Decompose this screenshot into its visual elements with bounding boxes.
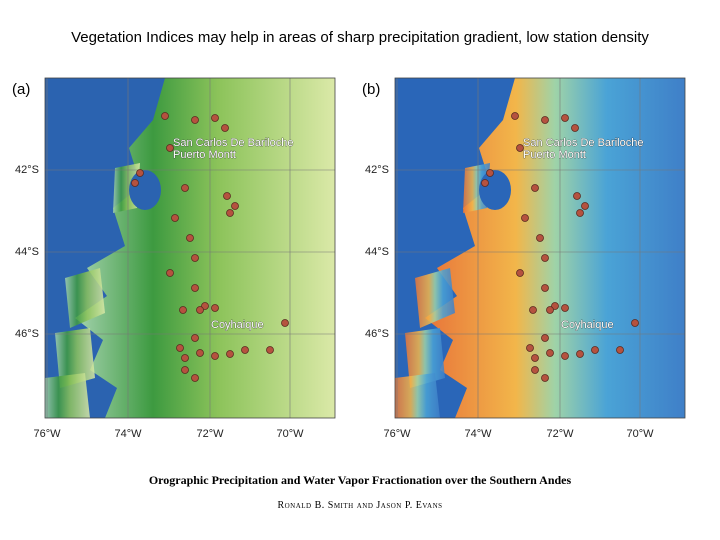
island — [415, 268, 455, 328]
place-name: Puerto Montt — [523, 149, 586, 161]
longitude-label: 72°W — [196, 428, 224, 440]
station — [541, 334, 549, 342]
panel-label: (b) — [362, 81, 380, 98]
station — [186, 234, 194, 242]
map-frame — [394, 77, 686, 419]
island — [65, 268, 105, 328]
station — [191, 334, 199, 342]
station — [166, 144, 174, 152]
station — [546, 349, 554, 357]
latitude-label: 42°S — [365, 164, 389, 176]
station — [211, 304, 219, 312]
latitude-label: 44°S — [365, 246, 389, 258]
latitude-label: 44°S — [15, 246, 39, 258]
station — [191, 374, 199, 382]
station — [536, 234, 544, 242]
place-name: Puerto Montt — [173, 149, 236, 161]
longitude-label: 74°W — [464, 428, 492, 440]
station — [529, 306, 537, 314]
place-name: San Carlos De Bariloche — [173, 137, 293, 149]
station — [211, 352, 219, 360]
place-name: Coyhaique — [561, 319, 614, 331]
station — [191, 116, 199, 124]
island — [395, 373, 440, 418]
station — [231, 202, 239, 210]
station — [571, 124, 579, 132]
station — [226, 350, 234, 358]
station — [191, 254, 199, 262]
station — [223, 192, 231, 200]
station — [171, 214, 179, 222]
station — [526, 344, 534, 352]
latitude-label: 46°S — [15, 328, 39, 340]
longitude-label: 72°W — [546, 428, 574, 440]
station — [131, 179, 139, 187]
station — [179, 306, 187, 314]
longitude-label: 76°W — [33, 428, 61, 440]
station — [136, 169, 144, 177]
station — [266, 346, 274, 354]
gulf — [129, 170, 161, 210]
station — [211, 114, 219, 122]
map-frame — [44, 77, 336, 419]
station — [531, 366, 539, 374]
latitude-label: 42°S — [15, 164, 39, 176]
station — [196, 349, 204, 357]
station — [166, 269, 174, 277]
station — [181, 354, 189, 362]
station — [481, 179, 489, 187]
station — [561, 352, 569, 360]
station — [241, 346, 249, 354]
station — [631, 319, 639, 327]
station — [181, 366, 189, 374]
station — [176, 344, 184, 352]
station — [161, 112, 169, 120]
station — [511, 112, 519, 120]
place-name: Coyhaique — [211, 319, 264, 331]
island — [45, 373, 90, 418]
station — [541, 254, 549, 262]
station — [486, 169, 494, 177]
station — [573, 192, 581, 200]
place-name: San Carlos De Bariloche — [523, 137, 643, 149]
station — [531, 184, 539, 192]
slide-title: Vegetation Indices may help in areas of … — [71, 29, 649, 46]
gulf — [479, 170, 511, 210]
station — [201, 302, 209, 310]
longitude-label: 70°W — [626, 428, 654, 440]
caption-title: Orographic Precipitation and Water Vapor… — [149, 473, 572, 487]
station — [541, 284, 549, 292]
station — [516, 144, 524, 152]
longitude-label: 76°W — [383, 428, 411, 440]
station — [561, 114, 569, 122]
station — [181, 184, 189, 192]
longitude-label: 74°W — [114, 428, 142, 440]
station — [616, 346, 624, 354]
station — [581, 202, 589, 210]
station — [281, 319, 289, 327]
station — [191, 284, 199, 292]
station — [521, 214, 529, 222]
station — [541, 374, 549, 382]
latitude-label: 46°S — [365, 328, 389, 340]
station — [551, 302, 559, 310]
station — [226, 209, 234, 217]
station — [541, 116, 549, 124]
station — [546, 306, 554, 314]
station — [516, 269, 524, 277]
caption-authors: Ronald B. Smith and Jason P. Evans — [277, 500, 442, 511]
station — [221, 124, 229, 132]
station — [531, 354, 539, 362]
longitude-label: 70°W — [276, 428, 304, 440]
station — [576, 350, 584, 358]
station — [561, 304, 569, 312]
station — [196, 306, 204, 314]
station — [576, 209, 584, 217]
station — [591, 346, 599, 354]
panel-label: (a) — [12, 81, 30, 98]
